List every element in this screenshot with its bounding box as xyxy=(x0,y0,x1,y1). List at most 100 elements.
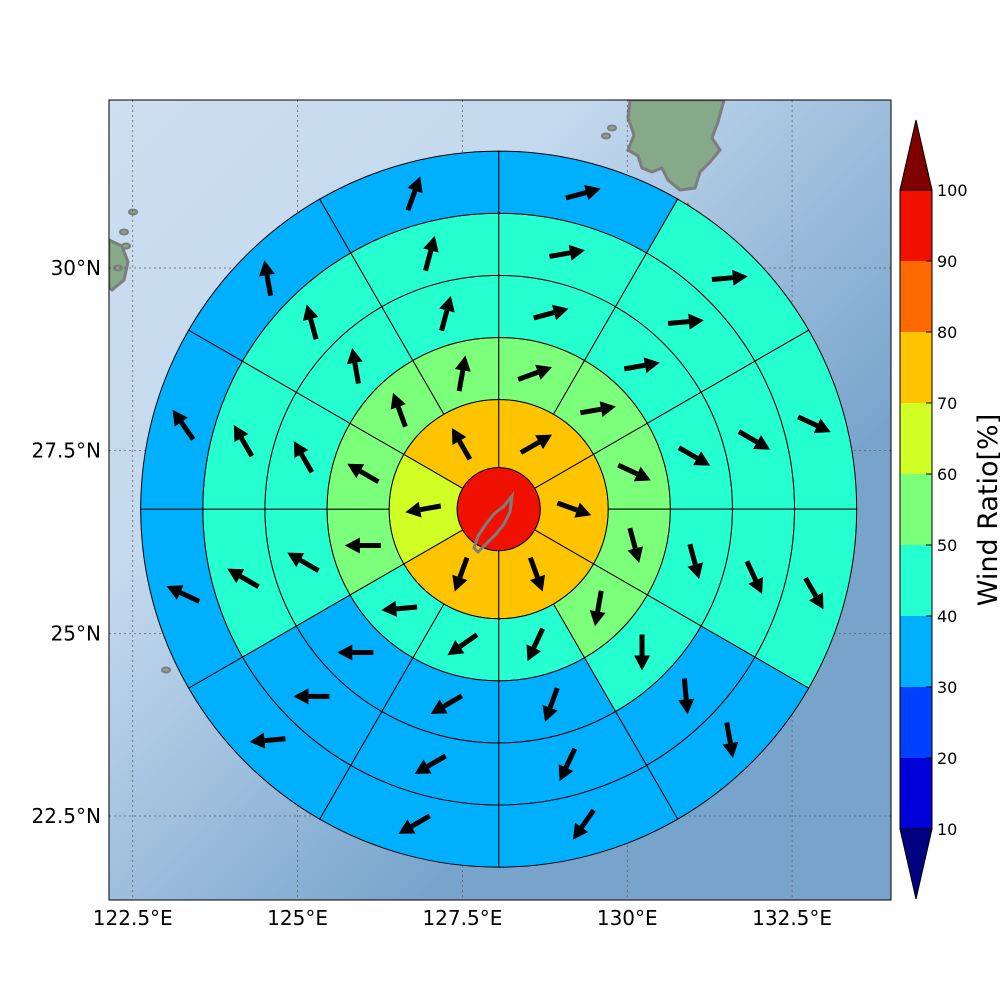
wind-arrow xyxy=(302,304,319,340)
wind-arrow xyxy=(454,355,471,392)
colorbar-tick-label: 30 xyxy=(937,678,957,697)
wind-arrow xyxy=(677,445,711,466)
colorbar-tick-label: 60 xyxy=(937,465,957,484)
longitude-tick-labels: 122.5°E 125°E 127.5°E 130°E 132.5°E xyxy=(93,906,832,930)
wind-arrow xyxy=(233,424,255,458)
latitude-label: 25°N xyxy=(51,621,101,645)
wind-arrow xyxy=(344,537,381,554)
longitude-label: 130°E xyxy=(597,906,658,930)
longitude-label: 125°E xyxy=(267,906,328,930)
wind-arrow xyxy=(390,392,408,428)
wind-arrow xyxy=(249,732,286,749)
map-border xyxy=(108,99,892,901)
wind-arrow xyxy=(667,313,704,330)
wind-arrow xyxy=(381,600,418,617)
islet xyxy=(121,242,131,250)
longitude-label: 132.5°E xyxy=(752,906,832,930)
islet xyxy=(601,132,611,140)
colorbar-bin xyxy=(900,332,932,403)
colorbar-tick-label: 90 xyxy=(937,252,957,271)
wind-arrow xyxy=(634,634,651,671)
latitude-label: 22.5°N xyxy=(32,804,102,828)
wind-arrow xyxy=(627,527,644,563)
colorbar-bin xyxy=(900,190,932,261)
latitude-label: 27.5°N xyxy=(32,439,102,463)
wind-arrow xyxy=(398,813,431,834)
colorbar-bin xyxy=(900,758,932,829)
wind-arrow xyxy=(722,722,739,759)
wind-arrow xyxy=(451,428,473,461)
wind-arrow xyxy=(549,244,585,261)
colorbar-under-extension xyxy=(899,828,933,900)
colorbar-frame xyxy=(899,189,933,830)
colorbar-label: Wind Ratio[%] xyxy=(973,414,1000,606)
wind-arrow xyxy=(797,414,831,434)
wind-arrow xyxy=(526,627,545,662)
colorbar-bin xyxy=(900,616,932,687)
wind-arrow xyxy=(687,543,704,579)
wind-arrow xyxy=(293,688,330,705)
colorbar-tick-label: 80 xyxy=(937,323,957,342)
wind-arrow xyxy=(711,269,748,286)
wind-arrow xyxy=(227,568,260,589)
wind-arrow xyxy=(579,401,616,418)
wind-arrow xyxy=(405,176,423,212)
wind-arrow xyxy=(423,235,439,272)
wind-arrow xyxy=(589,590,606,627)
longitude-label: 127.5°E xyxy=(422,906,502,930)
wind-arrow xyxy=(259,260,275,297)
wind-arrow xyxy=(572,808,596,840)
wind-arrow xyxy=(287,552,320,573)
wind-arrow xyxy=(447,632,479,656)
longitude-label: 122.5°E xyxy=(93,906,173,930)
colorbar-tick-labels: 10 20 30 40 50 60 70 80 90 100 xyxy=(926,181,968,839)
colorbar-bin xyxy=(900,474,932,545)
okinawa-outline xyxy=(472,490,515,555)
wind-arrow xyxy=(744,560,764,594)
wind-arrow xyxy=(617,462,651,482)
latitude-label: 30°N xyxy=(51,256,101,280)
wind-arrow xyxy=(414,753,447,774)
wind-arrow xyxy=(533,304,569,321)
islet xyxy=(607,124,617,132)
okinawa-island xyxy=(472,490,515,555)
colorbar-bin xyxy=(900,403,932,474)
wind-arrow xyxy=(623,357,660,374)
wind-direction-arrows xyxy=(166,176,831,840)
colorbar-tick-label: 50 xyxy=(937,536,957,555)
wind-arrow xyxy=(430,693,464,714)
map-panel: 122.5°E 125°E 127.5°E 130°E 132.5°E 30°N 27.5… xyxy=(0,0,892,930)
colorbar: 10 20 30 40 50 60 70 80 90 100 Wind Ratio[%] xyxy=(899,119,1000,900)
wind-arrow xyxy=(347,463,380,484)
wind-arrow xyxy=(346,348,363,384)
colorbar-bin xyxy=(900,687,932,758)
wind-arrow xyxy=(172,409,196,441)
colorbar-tick-label: 70 xyxy=(937,394,957,413)
colorbar-tick-label: 40 xyxy=(937,607,957,626)
colorbar-bin xyxy=(900,261,932,332)
wind-arrow xyxy=(517,364,552,382)
wind-arrow xyxy=(737,429,771,450)
colorbar-tick-label: 100 xyxy=(937,181,968,200)
wind-arrow xyxy=(556,500,592,518)
colorbar-tick-label: 10 xyxy=(937,820,957,839)
wind-arrow xyxy=(542,687,560,722)
kyushu-landmass xyxy=(626,100,726,192)
islet xyxy=(119,228,129,236)
wind-arrow xyxy=(803,576,824,610)
wind-arrow xyxy=(452,556,470,592)
colorbar-bins xyxy=(899,119,933,900)
wind-arrow xyxy=(166,585,201,604)
latitude-tick-labels: 30°N 27.5°N 25°N 22.5°N xyxy=(32,256,102,828)
wind-arrow xyxy=(678,678,695,715)
colorbar-over-extension xyxy=(899,119,933,191)
wind-arrow xyxy=(405,501,442,518)
wind-arrow xyxy=(337,644,374,661)
wind-arrow xyxy=(293,441,315,474)
wind-arrow xyxy=(565,184,601,201)
islet xyxy=(161,666,171,674)
wind-arrow xyxy=(439,295,455,332)
colorbar-bin xyxy=(900,545,932,616)
